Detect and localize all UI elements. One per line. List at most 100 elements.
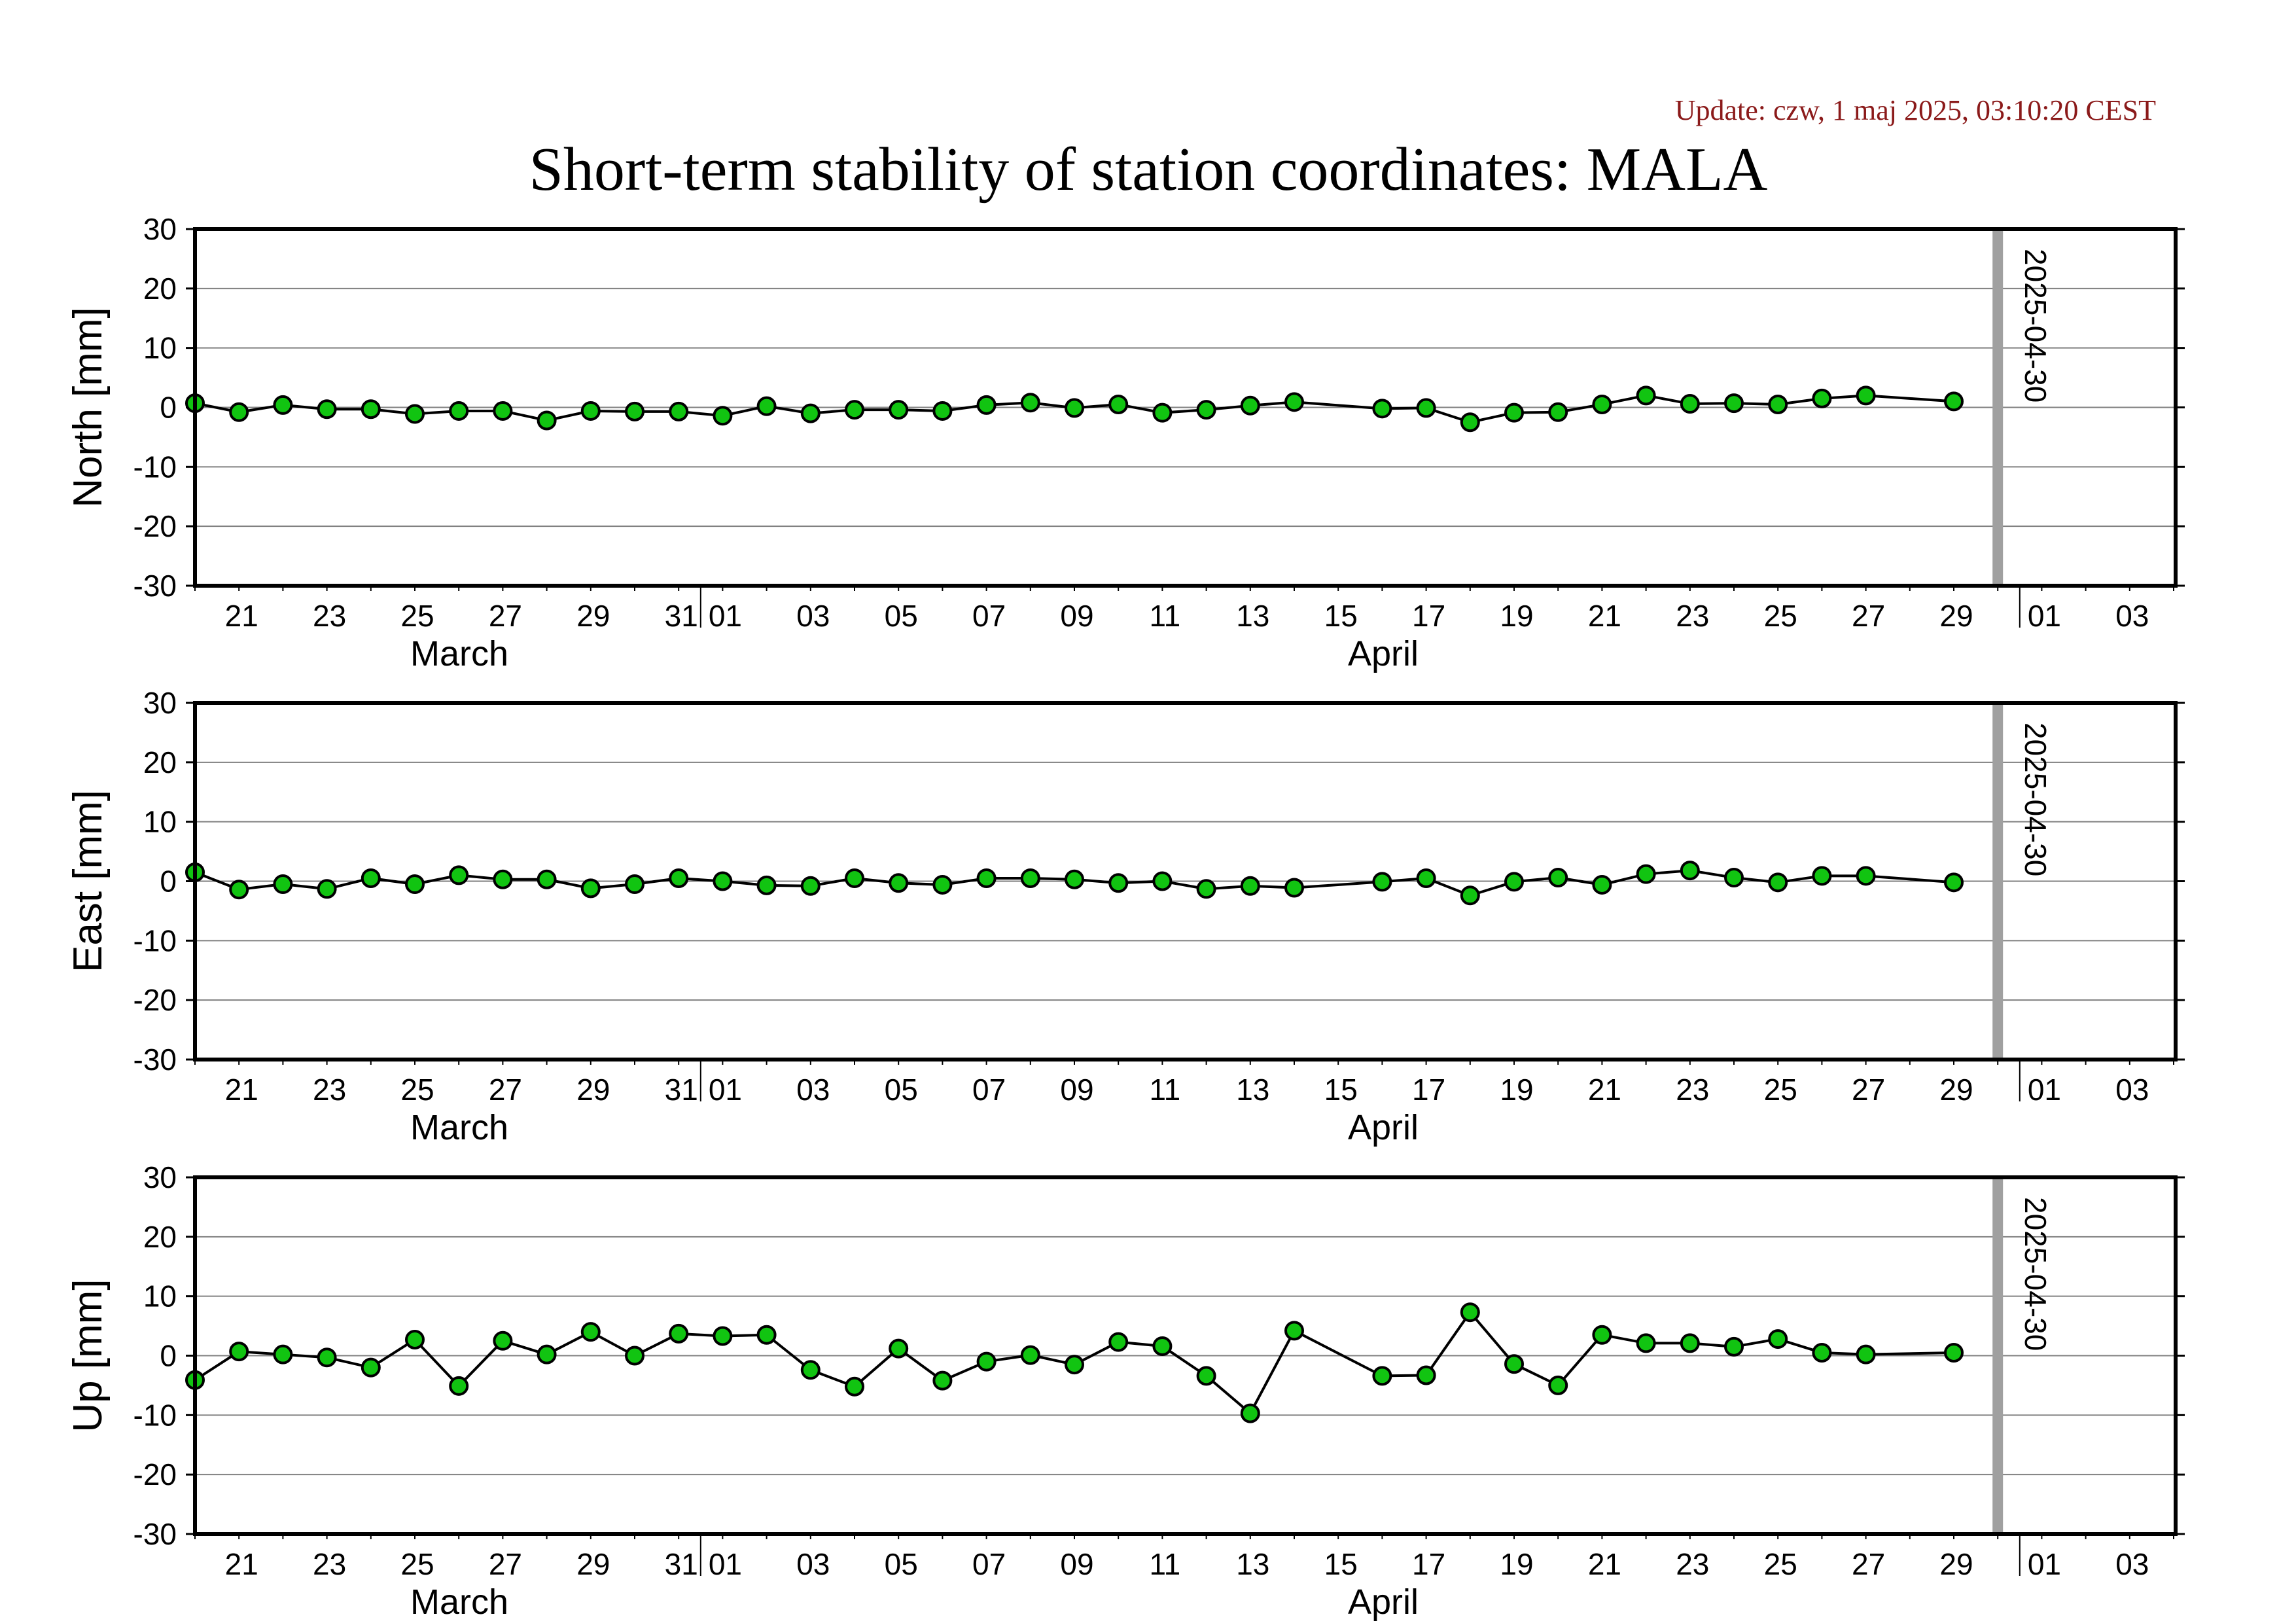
data-point bbox=[1944, 1342, 1964, 1363]
data-point bbox=[1240, 395, 1260, 416]
y-tick-label: -10 bbox=[133, 923, 177, 957]
data-point bbox=[537, 410, 557, 431]
data-point bbox=[1680, 394, 1700, 414]
x-tick-label: 29 bbox=[576, 599, 610, 633]
data-point bbox=[361, 399, 381, 419]
data-point bbox=[1768, 872, 1788, 893]
x-tick-label: 01 bbox=[2028, 1547, 2061, 1581]
x-tick-label: 29 bbox=[576, 1547, 610, 1581]
x-tick-label: 03 bbox=[796, 599, 830, 633]
x-tick-label: 21 bbox=[1588, 1547, 1621, 1581]
y-tick-label: 0 bbox=[160, 1339, 177, 1373]
data-point bbox=[580, 878, 601, 899]
date-marker-label: 2025-04-30 bbox=[2019, 722, 2053, 876]
data-point bbox=[1592, 874, 1612, 895]
data-point bbox=[625, 874, 645, 895]
data-point bbox=[976, 1351, 997, 1372]
x-tick-label: 09 bbox=[1060, 599, 1093, 633]
x-tick-label: 27 bbox=[1852, 1547, 1885, 1581]
chart-panel-east: 30 20 10 0 -10 -20 -30 21 23 25 27 29 31 01 03 05 07 09 11… bbox=[65, 686, 2185, 1147]
data-point bbox=[1856, 866, 1876, 886]
x-tick-label: 21 bbox=[225, 1547, 258, 1581]
data-point bbox=[1108, 394, 1129, 414]
x-tick-label: 27 bbox=[489, 1547, 522, 1581]
y-tick-label: -10 bbox=[133, 1398, 177, 1432]
data-point bbox=[449, 865, 469, 885]
data-point bbox=[713, 1326, 733, 1346]
data-point bbox=[1944, 391, 1964, 412]
y-tick-label: 10 bbox=[143, 1279, 177, 1313]
x-tick-label: 23 bbox=[1676, 1073, 1709, 1107]
x-tick-label: 01 bbox=[709, 599, 742, 633]
x-tick-label: 11 bbox=[1150, 599, 1181, 633]
x-tick-label: 25 bbox=[400, 599, 434, 633]
x-tick-label: 23 bbox=[313, 599, 346, 633]
y-tick-label: 30 bbox=[143, 212, 177, 246]
data-point bbox=[625, 401, 645, 421]
x-tick-label: 29 bbox=[1939, 1547, 1973, 1581]
data-point bbox=[1680, 1333, 1700, 1353]
y-tick-label: -10 bbox=[133, 450, 177, 484]
data-point bbox=[1592, 1325, 1612, 1345]
data-point bbox=[800, 876, 821, 896]
chart-panels: 30 20 10 0 -10 -20 -30 21 23 25 27 29 31 01 03 05 07 09 11… bbox=[65, 212, 2185, 1622]
x-tick-label: 23 bbox=[1676, 599, 1709, 633]
data-point bbox=[405, 1329, 425, 1349]
y-tick-label: 30 bbox=[143, 1160, 177, 1194]
y-tick-label: -20 bbox=[133, 983, 177, 1017]
x-tick-label: 03 bbox=[2115, 1073, 2149, 1107]
x-tick-label: 01 bbox=[2028, 599, 2061, 633]
data-point bbox=[1284, 392, 1304, 412]
data-point bbox=[1240, 1403, 1260, 1423]
data-point bbox=[1020, 868, 1040, 888]
data-point bbox=[537, 869, 557, 889]
x-tick-label: 25 bbox=[1764, 599, 1797, 633]
data-point bbox=[405, 874, 425, 895]
y-tick-label: 0 bbox=[160, 865, 177, 899]
y-tick-label: -30 bbox=[133, 1043, 177, 1077]
month-label: April bbox=[1348, 634, 1419, 673]
data-point bbox=[273, 395, 293, 415]
x-tick-label: 19 bbox=[1500, 1073, 1533, 1107]
data-point bbox=[1065, 1355, 1084, 1375]
x-tick-label: 13 bbox=[1236, 599, 1269, 633]
data-point bbox=[1636, 1333, 1656, 1353]
x-tick-label: 29 bbox=[1939, 1073, 1973, 1107]
data-point bbox=[1592, 394, 1612, 414]
data-point bbox=[1944, 872, 1964, 893]
x-tick-label: 19 bbox=[1500, 599, 1533, 633]
x-tick-label: 01 bbox=[709, 1547, 742, 1581]
data-point bbox=[1856, 1344, 1876, 1364]
x-tick-label: 15 bbox=[1324, 599, 1358, 633]
x-tick-label: 03 bbox=[796, 1073, 830, 1107]
data-point bbox=[713, 871, 733, 891]
x-tick-label: 21 bbox=[1588, 599, 1621, 633]
data-point bbox=[229, 880, 249, 900]
x-tick-label: 11 bbox=[1150, 1547, 1181, 1581]
data-point bbox=[449, 401, 469, 421]
data-point bbox=[1724, 393, 1744, 414]
data-point bbox=[580, 1322, 601, 1342]
month-label: March bbox=[410, 634, 508, 673]
y-tick-label: 10 bbox=[143, 331, 177, 365]
data-point bbox=[493, 401, 513, 421]
data-point bbox=[273, 874, 293, 895]
plot-frame bbox=[193, 227, 2178, 588]
data-point bbox=[317, 399, 337, 419]
data-point bbox=[1460, 1302, 1480, 1323]
x-tick-label: 17 bbox=[1412, 1547, 1445, 1581]
month-label: April bbox=[1348, 1108, 1419, 1147]
x-tick-label: 27 bbox=[489, 1073, 522, 1107]
x-tick-label: 03 bbox=[796, 1547, 830, 1581]
data-point bbox=[1284, 1321, 1304, 1341]
data-point bbox=[1065, 398, 1084, 418]
x-tick-label: 01 bbox=[709, 1073, 742, 1107]
x-tick-label: 23 bbox=[1676, 1547, 1709, 1581]
x-tick-label: 09 bbox=[1060, 1547, 1093, 1581]
x-tick-label: 27 bbox=[489, 599, 522, 633]
data-point bbox=[1416, 1365, 1436, 1385]
data-point bbox=[317, 1347, 337, 1368]
data-point bbox=[493, 869, 513, 889]
y-tick-label: 30 bbox=[143, 686, 177, 720]
data-point bbox=[1416, 398, 1436, 418]
